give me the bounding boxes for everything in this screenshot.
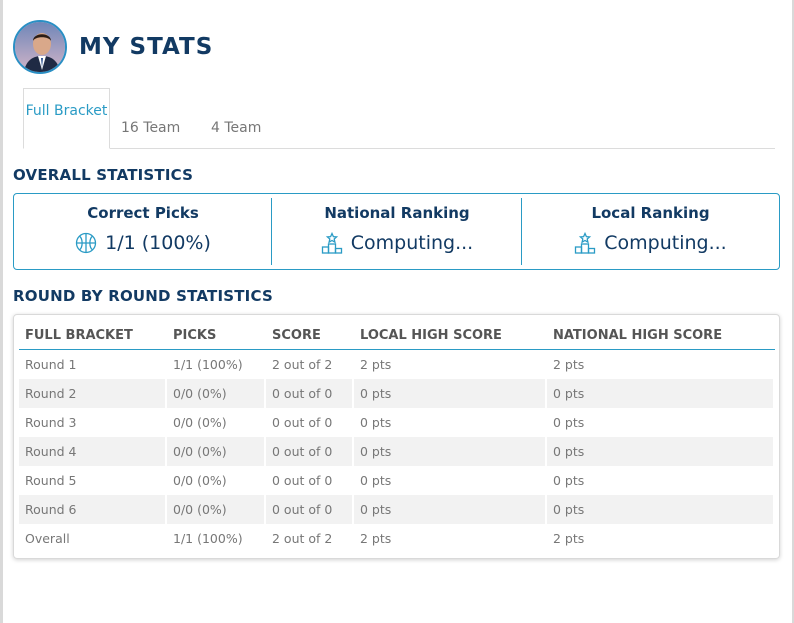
stat-value: Computing... [604, 232, 727, 254]
table-cell: 0 out of 0 [266, 495, 354, 524]
column-header: NATIONAL HIGH SCORE [547, 321, 775, 350]
table-cell: 0/0 (0%) [167, 466, 266, 495]
stat-label: National Ranking [324, 204, 470, 222]
table-cell: 2 pts [354, 524, 547, 553]
table-cell: Round 3 [19, 408, 167, 437]
table-cell: 2 pts [354, 350, 547, 379]
stat-label: Correct Picks [87, 204, 199, 222]
overall-statistics-heading: OVERALL STATISTICS [13, 166, 194, 184]
table-cell: 0/0 (0%) [167, 408, 266, 437]
table-row: Round 5 0/0 (0%) 0 out of 0 0 pts 0 pts [19, 466, 775, 495]
stat-divider [521, 198, 522, 265]
bracket-tabs: Full Bracket 16 Team 4 Team [23, 88, 775, 149]
right-frame-border [792, 0, 794, 623]
avatar[interactable] [13, 20, 67, 74]
table-cell: 0 pts [547, 495, 775, 524]
stat-label: Local Ranking [591, 204, 710, 222]
table-cell: 0/0 (0%) [167, 437, 266, 466]
table-cell: Round 2 [19, 379, 167, 408]
tab-full-bracket[interactable]: Full Bracket [23, 88, 110, 149]
table-cell: 0 pts [354, 437, 547, 466]
left-frame-border [0, 0, 3, 623]
round-statistics-table: FULL BRACKET PICKS SCORE LOCAL HIGH SCOR… [19, 321, 775, 553]
table-cell: 0 out of 0 [266, 437, 354, 466]
table-cell: Round 5 [19, 466, 167, 495]
table-cell: Overall [19, 524, 167, 553]
table-cell: 1/1 (100%) [167, 350, 266, 379]
column-header: FULL BRACKET [19, 321, 167, 350]
round-statistics-heading: ROUND BY ROUND STATISTICS [13, 287, 273, 305]
column-header: PICKS [167, 321, 266, 350]
tab-4-team[interactable]: 4 Team [211, 120, 262, 136]
column-header: LOCAL HIGH SCORE [354, 321, 547, 350]
table-cell: 0 pts [354, 408, 547, 437]
table-cell: 0 out of 0 [266, 408, 354, 437]
page-title: MY STATS [79, 34, 214, 60]
page-header: MY STATS [13, 20, 213, 74]
table-row: Round 1 1/1 (100%) 2 out of 2 2 pts 2 pt… [19, 350, 775, 379]
stat-divider [271, 198, 272, 265]
podium-icon [574, 231, 596, 254]
table-cell: Round 1 [19, 350, 167, 379]
table-cell: 0 pts [354, 379, 547, 408]
basketball-icon [75, 232, 97, 254]
table-cell: 0 pts [547, 437, 775, 466]
column-header: SCORE [266, 321, 354, 350]
table-cell: 0 pts [354, 495, 547, 524]
table-row: Round 2 0/0 (0%) 0 out of 0 0 pts 0 pts [19, 379, 775, 408]
table-cell: 1/1 (100%) [167, 524, 266, 553]
overall-statistics-panel: Correct Picks 1/1 (100%) National Rankin… [13, 193, 780, 270]
podium-icon [321, 231, 343, 254]
table-cell: 0/0 (0%) [167, 379, 266, 408]
table-cell: 0 out of 0 [266, 379, 354, 408]
table-cell: 2 out of 2 [266, 350, 354, 379]
national-ranking-stat: National Ranking Computing... [272, 194, 522, 269]
table-header-row: FULL BRACKET PICKS SCORE LOCAL HIGH SCOR… [19, 321, 775, 350]
correct-picks-stat: Correct Picks 1/1 (100%) [14, 194, 272, 269]
table-cell: 0 pts [547, 379, 775, 408]
table-row: Round 4 0/0 (0%) 0 out of 0 0 pts 0 pts [19, 437, 775, 466]
round-statistics-panel: FULL BRACKET PICKS SCORE LOCAL HIGH SCOR… [13, 314, 780, 559]
table-cell: 2 pts [547, 524, 775, 553]
table-row: Overall 1/1 (100%) 2 out of 2 2 pts 2 pt… [19, 524, 775, 553]
table-cell: 2 out of 2 [266, 524, 354, 553]
table-cell: 0 pts [547, 408, 775, 437]
tab-16-team[interactable]: 16 Team [121, 120, 181, 136]
table-cell: Round 4 [19, 437, 167, 466]
stat-value: Computing... [350, 232, 474, 254]
table-row: Round 3 0/0 (0%) 0 out of 0 0 pts 0 pts [19, 408, 775, 437]
user-photo-icon [15, 22, 65, 72]
table-cell: Round 6 [19, 495, 167, 524]
table-cell: 0 pts [547, 466, 775, 495]
table-cell: 0/0 (0%) [167, 495, 266, 524]
stat-value: 1/1 (100%) [105, 232, 211, 254]
table-cell: 2 pts [547, 350, 775, 379]
table-cell: 0 pts [354, 466, 547, 495]
table-row: Round 6 0/0 (0%) 0 out of 0 0 pts 0 pts [19, 495, 775, 524]
local-ranking-stat: Local Ranking Computing... [522, 194, 779, 269]
table-cell: 0 out of 0 [266, 466, 354, 495]
